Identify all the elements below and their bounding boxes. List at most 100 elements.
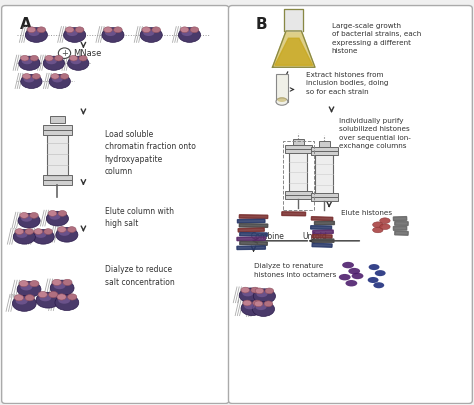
Bar: [285, 149, 312, 153]
Ellipse shape: [68, 56, 89, 70]
Ellipse shape: [79, 55, 87, 61]
Text: Individually purify
solubilized histones
over sequential ion-
exchange columns: Individually purify solubilized histones…: [338, 118, 410, 149]
Ellipse shape: [46, 58, 57, 64]
Ellipse shape: [339, 274, 351, 280]
Ellipse shape: [51, 74, 59, 79]
Ellipse shape: [43, 56, 64, 70]
Text: Dialyze to reduce
salt concentration: Dialyze to reduce salt concentration: [105, 265, 174, 287]
Ellipse shape: [20, 213, 28, 218]
Ellipse shape: [374, 282, 384, 288]
Ellipse shape: [54, 282, 65, 289]
Ellipse shape: [15, 229, 24, 234]
Polygon shape: [313, 239, 334, 243]
Ellipse shape: [52, 279, 62, 286]
Ellipse shape: [346, 280, 357, 286]
Bar: [47, 128, 68, 180]
Ellipse shape: [67, 30, 78, 36]
Ellipse shape: [253, 289, 275, 303]
Ellipse shape: [277, 97, 287, 102]
Ellipse shape: [276, 98, 288, 105]
Bar: [311, 151, 338, 155]
Ellipse shape: [265, 288, 273, 294]
Ellipse shape: [251, 287, 259, 293]
Ellipse shape: [50, 280, 74, 296]
Ellipse shape: [36, 292, 60, 308]
Bar: [311, 147, 338, 151]
Bar: [290, 149, 308, 196]
Ellipse shape: [23, 74, 31, 79]
Ellipse shape: [30, 55, 38, 61]
Ellipse shape: [243, 300, 252, 306]
Ellipse shape: [373, 222, 383, 228]
Bar: [311, 194, 338, 198]
Ellipse shape: [37, 27, 46, 33]
Ellipse shape: [12, 296, 36, 311]
Ellipse shape: [55, 55, 63, 61]
Ellipse shape: [18, 213, 40, 228]
Ellipse shape: [71, 58, 81, 64]
Ellipse shape: [19, 281, 28, 287]
Ellipse shape: [32, 230, 55, 244]
Ellipse shape: [241, 287, 250, 293]
Polygon shape: [284, 9, 303, 31]
Ellipse shape: [34, 229, 43, 234]
Ellipse shape: [55, 295, 79, 311]
Ellipse shape: [28, 30, 39, 36]
Ellipse shape: [49, 75, 71, 88]
Ellipse shape: [17, 281, 41, 297]
Ellipse shape: [58, 297, 70, 304]
Text: A: A: [19, 17, 31, 32]
Polygon shape: [310, 226, 331, 229]
Ellipse shape: [342, 262, 354, 268]
Ellipse shape: [49, 292, 58, 298]
Bar: [276, 74, 288, 102]
Ellipse shape: [35, 232, 46, 238]
Bar: [293, 139, 304, 145]
Ellipse shape: [25, 28, 47, 43]
Polygon shape: [237, 219, 265, 223]
Bar: [50, 116, 65, 123]
Ellipse shape: [19, 56, 40, 70]
Ellipse shape: [180, 27, 189, 33]
Ellipse shape: [105, 30, 116, 36]
Text: +: +: [61, 49, 68, 58]
Ellipse shape: [58, 211, 67, 216]
Bar: [285, 145, 312, 149]
Text: Extract histones from
inclusion bodies, doing
so for each strain: Extract histones from inclusion bodies, …: [306, 72, 388, 95]
Ellipse shape: [75, 27, 84, 33]
Polygon shape: [313, 230, 333, 234]
Ellipse shape: [182, 30, 192, 36]
Polygon shape: [282, 212, 306, 216]
Ellipse shape: [21, 75, 42, 88]
Ellipse shape: [178, 28, 201, 43]
Ellipse shape: [264, 301, 273, 307]
Text: Elute column with
high salt: Elute column with high salt: [105, 207, 173, 228]
FancyBboxPatch shape: [1, 6, 229, 403]
Bar: [43, 180, 73, 185]
Text: Elute histones: Elute histones: [341, 210, 392, 215]
Ellipse shape: [375, 270, 386, 276]
Ellipse shape: [254, 301, 263, 307]
Ellipse shape: [30, 213, 38, 218]
Polygon shape: [240, 232, 267, 236]
Bar: [43, 126, 73, 130]
Polygon shape: [312, 234, 332, 238]
Polygon shape: [311, 217, 333, 221]
Ellipse shape: [255, 288, 264, 294]
Polygon shape: [395, 222, 408, 226]
Ellipse shape: [16, 298, 27, 305]
Polygon shape: [273, 31, 315, 67]
Polygon shape: [312, 243, 332, 247]
Ellipse shape: [44, 229, 53, 234]
Text: Large-scale growth
of bacterial strains, each
expressing a different
histone: Large-scale growth of bacterial strains,…: [331, 23, 421, 54]
Ellipse shape: [13, 230, 36, 244]
Bar: [43, 130, 73, 135]
Text: B: B: [256, 17, 267, 32]
Polygon shape: [240, 241, 267, 245]
Polygon shape: [239, 224, 268, 227]
Bar: [311, 198, 338, 202]
Ellipse shape: [104, 27, 112, 33]
Ellipse shape: [39, 294, 51, 301]
Text: MNase: MNase: [73, 49, 101, 58]
Ellipse shape: [368, 277, 379, 283]
